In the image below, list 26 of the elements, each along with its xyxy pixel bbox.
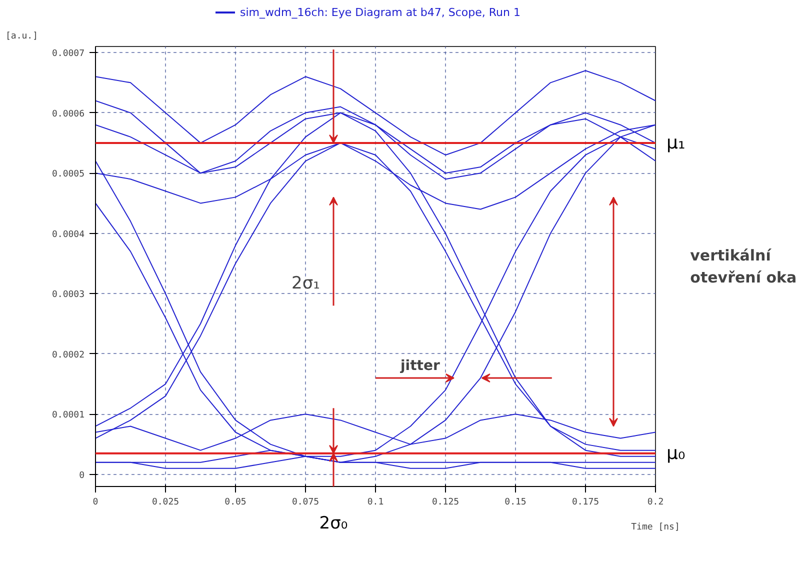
x-tick-label: 0.1 <box>367 498 384 508</box>
x-axis-title: Time [ns] <box>631 522 680 532</box>
x-tick-label: 0.125 <box>432 498 460 508</box>
annotation: 2σ₁ <box>292 274 320 294</box>
y-tick-label: 0 <box>79 470 85 481</box>
y-tick-label: 0.0004 <box>52 230 85 240</box>
x-tick-label: 0.075 <box>292 498 320 508</box>
text: vertikální otevření oka <box>690 246 797 286</box>
y-tick-label: 0.0001 <box>52 410 85 421</box>
text: 2σ₀ <box>319 514 348 534</box>
x-tick-label: 0.175 <box>572 498 600 508</box>
y-tick-label: 0.0007 <box>52 49 85 60</box>
x-tick-label: 0.15 <box>504 498 526 508</box>
ref-line-label: μ₀ <box>666 442 686 464</box>
legend-label: sim_wdm_16ch: Eye Diagram at b47, Scope, Run 1 <box>240 6 520 18</box>
y-axis-title: [a.u.] <box>6 32 38 42</box>
y-tick-label: 0.0003 <box>52 290 85 300</box>
y-tick-label: 0.0006 <box>52 109 85 120</box>
x-tick-label: 0.025 <box>152 498 180 508</box>
annotation: jitter <box>400 358 440 374</box>
x-tick-label: 0 <box>92 498 98 508</box>
x-tick-label: 0.2 <box>647 498 664 508</box>
ref-line-label: μ₁ <box>666 132 686 154</box>
y-tick-label: 0.0005 <box>52 170 85 180</box>
y-tick-label: 0.0002 <box>52 350 85 360</box>
x-tick-label: 0.05 <box>224 498 246 508</box>
